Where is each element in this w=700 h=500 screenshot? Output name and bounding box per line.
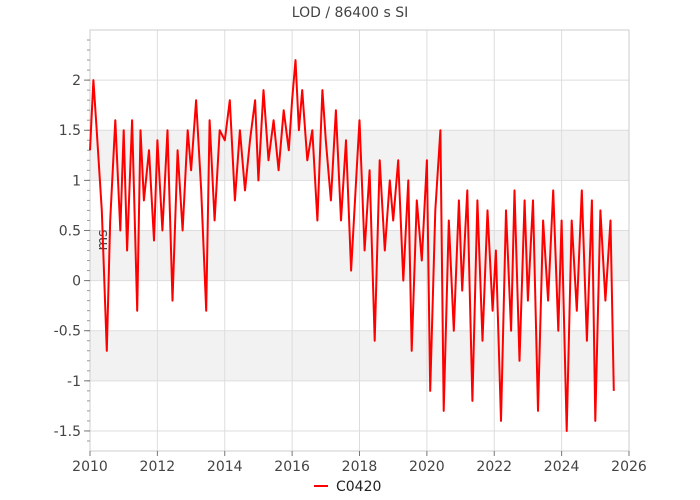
- y-tick-label: 1: [72, 173, 81, 189]
- y-tick-label: 0.5: [59, 223, 81, 239]
- legend-label: C0420: [336, 479, 381, 495]
- y-tick-label: -0.5: [54, 324, 81, 340]
- legend: C0420: [314, 479, 381, 495]
- x-tick-label: 2014: [207, 459, 243, 475]
- x-tick-label: 2024: [544, 459, 580, 475]
- y-tick-label: -1.5: [54, 424, 81, 440]
- x-axis-ticks: 2010 2012 2014 2016 2018 2020 2022 2024 2026: [72, 451, 647, 475]
- x-tick-label: 2018: [342, 459, 378, 475]
- x-tick-label: 2016: [274, 459, 310, 475]
- series-line: [89, 59, 615, 432]
- y-axis-ticks: -1.5 -1 -0.5 0 0.5 1 1.5 2: [54, 73, 90, 440]
- y-tick-label: 2: [72, 73, 81, 89]
- y-tick-label: 1.5: [59, 123, 81, 139]
- x-tick-label: 2010: [72, 459, 108, 475]
- x-tick-label: 2022: [476, 459, 512, 475]
- y-tick-label: -1: [67, 374, 81, 390]
- x-tick-label: 2012: [140, 459, 176, 475]
- x-tick-label: 2026: [611, 459, 647, 475]
- y-tick-label: 0: [72, 274, 81, 290]
- x-tick-label: 2020: [409, 459, 445, 475]
- series-layer: [89, 59, 615, 432]
- chart-title: LOD / 86400 s SI: [292, 5, 408, 21]
